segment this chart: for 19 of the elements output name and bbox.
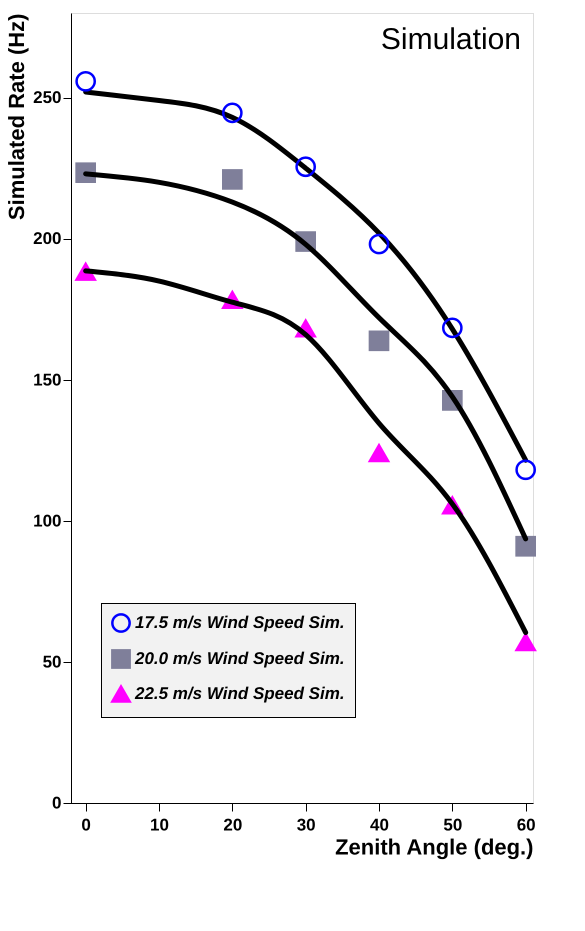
x-tick-label: 60: [516, 816, 536, 834]
legend-label: 20.0 m/s Wind Speed Sim.: [134, 649, 345, 668]
annotation: Simulation: [380, 23, 521, 56]
y-tick-label: 150: [33, 370, 62, 390]
y-tick-label: 100: [33, 511, 62, 530]
x-tick-label: 40: [370, 816, 389, 834]
y-tick-label: 0: [52, 794, 62, 812]
y-tick-label: 50: [42, 652, 62, 672]
x-tick-label: 50: [443, 816, 462, 834]
x-tick-label: 30: [296, 816, 316, 834]
y-tick-label: 200: [33, 229, 62, 248]
x-tick-label: 0: [81, 816, 91, 834]
y-axis-title: Simulated Rate (Hz): [4, 14, 30, 220]
x-axis-title: Zenith Angle (deg.): [335, 834, 534, 860]
x-tick-label: 20: [223, 816, 242, 834]
legend-label: 17.5 m/s Wind Speed Sim.: [135, 613, 345, 632]
x-tick-label: 10: [150, 816, 169, 834]
y-tick-label: 250: [33, 88, 62, 108]
legend-label: 22.5 m/s Wind Speed Sim.: [134, 684, 345, 703]
